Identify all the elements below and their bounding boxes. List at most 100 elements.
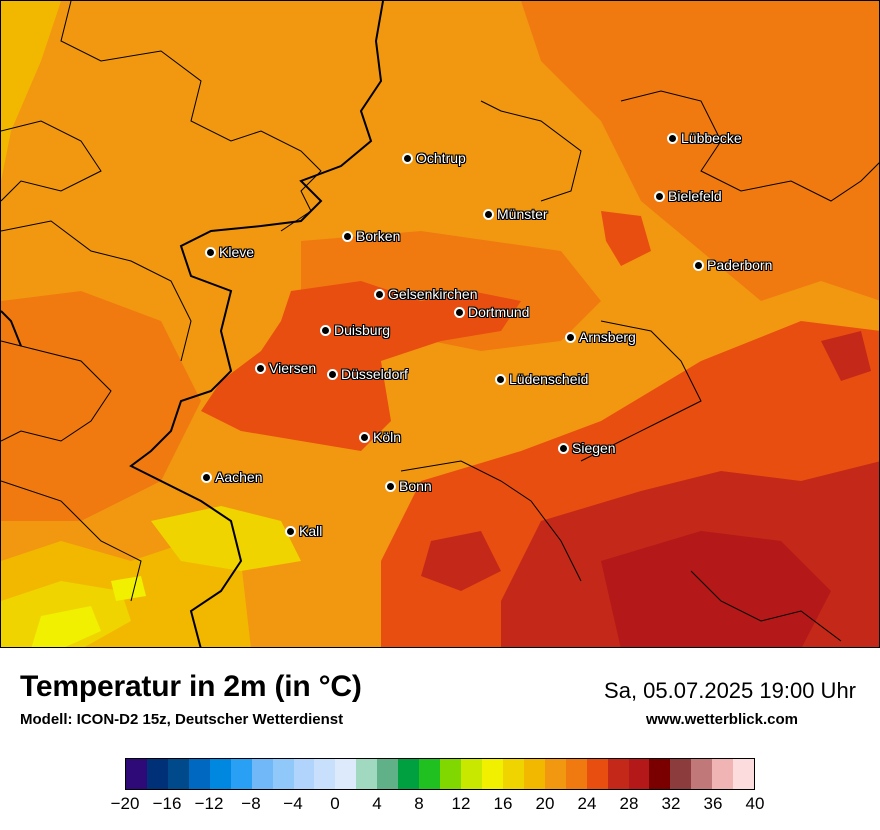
- colorbar-segment: [167, 759, 189, 789]
- city-label: Kleve: [219, 244, 255, 260]
- city-marker-borken: Borken: [342, 229, 400, 243]
- colorbar-tick-label: −16: [152, 794, 182, 813]
- colorbar-segment: [461, 759, 482, 789]
- colorbar-tick-label: −12: [194, 794, 224, 813]
- city-label: Bielefeld: [668, 188, 722, 204]
- city-marker-aachen: Aachen: [201, 470, 262, 484]
- city-dot: [402, 152, 413, 164]
- colorbar-segment: [733, 759, 755, 789]
- city-dot: [565, 331, 576, 343]
- city-label: Lüdenscheid: [509, 371, 589, 387]
- city-label: Gelsenkirchen: [388, 286, 478, 302]
- city-dot: [495, 373, 506, 385]
- colorbar-segment: [649, 759, 671, 789]
- colorbar-segment: [440, 759, 461, 789]
- city-dot: [320, 324, 331, 336]
- city-dot: [359, 431, 370, 443]
- valid-time: Sa, 05.07.2025 19:00 Uhr: [604, 678, 856, 703]
- city-marker-luebbecke: Lübbecke: [667, 131, 742, 145]
- colorbar-tick-label: 20: [535, 794, 555, 813]
- colorbar-tick-label: 28: [619, 794, 639, 813]
- city-label: Siegen: [572, 440, 616, 456]
- city-dot: [342, 230, 353, 242]
- colorbar-segment: [209, 759, 231, 789]
- city-label: Düsseldorf: [341, 366, 408, 382]
- colorbar-tick-label: 0: [330, 794, 340, 813]
- city-marker-arnsberg: Arnsberg: [565, 330, 636, 344]
- colorbar-tick-label: 40: [745, 794, 765, 813]
- colorbar-segment: [419, 759, 441, 789]
- colorbar-segment: [712, 759, 734, 789]
- city-dot: [327, 368, 338, 380]
- city-label: Viersen: [269, 360, 317, 376]
- colorbar-segment: [293, 759, 315, 789]
- city-label: Duisburg: [334, 322, 391, 338]
- city-label: Münster: [497, 206, 548, 222]
- colorbar-segment: [607, 759, 629, 789]
- city-marker-ochtrup: Ochtrup: [402, 151, 466, 165]
- city-dot: [374, 288, 385, 300]
- colorbar-tick-label: 24: [577, 794, 597, 813]
- city-dot: [483, 208, 494, 220]
- city-dot: [255, 362, 266, 374]
- city-label: Köln: [373, 429, 402, 445]
- city-label: Aachen: [215, 469, 263, 485]
- city-marker-koeln: Köln: [359, 430, 401, 444]
- colorbar-tick-label: 36: [703, 794, 723, 813]
- colorbar-segment: [481, 759, 503, 789]
- colorbar-segment: [126, 759, 147, 789]
- colorbar-segment: [691, 759, 713, 789]
- city-marker-siegen: Siegen: [558, 441, 616, 455]
- city-marker-paderborn: Paderborn: [693, 258, 772, 272]
- city-dot: [385, 480, 396, 492]
- colorbar-segment: [377, 759, 399, 789]
- city-marker-dortmund: Dortmund: [454, 305, 529, 319]
- colorbar-segment: [398, 759, 420, 789]
- colorbar-segment: [670, 759, 692, 789]
- city-label: Lübbecke: [681, 130, 742, 146]
- colorbar-segment: [314, 759, 336, 789]
- colorbar-tick-label: 16: [493, 794, 513, 813]
- city-dot: [454, 306, 465, 318]
- city-marker-duisburg: Duisburg: [320, 323, 390, 337]
- city-label: Kall: [299, 523, 323, 539]
- city-label: Paderborn: [707, 257, 773, 273]
- temperature-field: [1, 1, 879, 647]
- city-dot: [201, 471, 212, 483]
- city-dot: [693, 259, 704, 271]
- website-link[interactable]: www.wetterblick.com: [646, 711, 798, 728]
- colorbar-segment: [251, 759, 273, 789]
- city-marker-luedenscheid: Lüdenscheid: [495, 372, 588, 386]
- colorbar-segment: [565, 759, 587, 789]
- city-dot: [654, 190, 665, 202]
- city-marker-duesseldorf: Düsseldorf: [327, 367, 408, 381]
- city-label: Borken: [356, 228, 401, 244]
- city-label: Dortmund: [468, 304, 530, 320]
- colorbar-segment: [230, 759, 252, 789]
- city-dot: [285, 525, 296, 537]
- temperature-colorbar: [125, 758, 755, 790]
- colorbar-segment: [586, 759, 608, 789]
- colorbar-segment: [523, 759, 545, 789]
- colorbar-segment: [628, 759, 650, 789]
- city-dot: [205, 246, 216, 258]
- city-marker-kleve: Kleve: [205, 245, 254, 259]
- city-marker-viersen: Viersen: [255, 361, 316, 375]
- colorbar-tick-label: −4: [283, 794, 303, 813]
- colorbar-ticks: −20 −16 −12 −8 −4 0 4 8 12 16 20 24 28 32 36 40: [111, 794, 765, 818]
- colorbar-tick-label: 32: [661, 794, 681, 813]
- city-marker-bonn: Bonn: [385, 479, 432, 493]
- colorbar-tick-label: 4: [372, 794, 382, 813]
- city-marker-kall: Kall: [285, 524, 322, 538]
- map-title: Temperatur in 2m (in °C): [20, 670, 362, 703]
- city-marker-muenster: Münster: [483, 207, 548, 221]
- city-dot: [558, 442, 569, 454]
- colorbar-tick-label: −8: [241, 794, 261, 813]
- temperature-map: Lübbecke Ochtrup Bielefeld Münster Borke…: [0, 0, 880, 648]
- city-marker-gelsenkirchen: Gelsenkirchen: [374, 287, 478, 301]
- model-source: Modell: ICON-D2 15z, Deutscher Wetterdie…: [20, 711, 344, 728]
- colorbar-tick-label: 8: [414, 794, 424, 813]
- colorbar-segment: [502, 759, 524, 789]
- colorbar-segment: [356, 759, 378, 789]
- colorbar-segment: [272, 759, 294, 789]
